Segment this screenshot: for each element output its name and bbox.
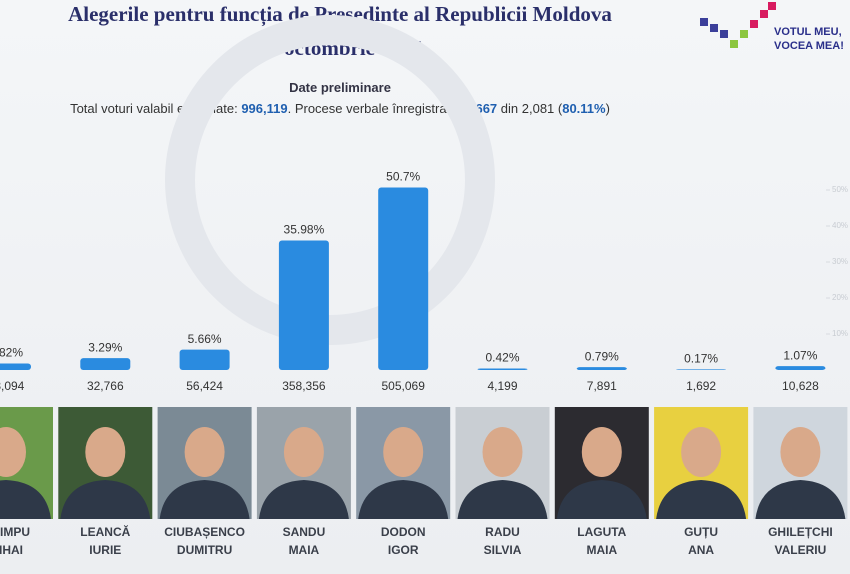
x-tick-label: LEANCĂ [80, 524, 130, 539]
photo-body [656, 480, 747, 519]
value-label: 3.29% [88, 340, 122, 354]
note: Date preliminare [289, 80, 391, 95]
photo-face [581, 427, 622, 477]
y-tick-label: 50% [832, 185, 848, 194]
x-tick-label: ANA [688, 543, 714, 557]
x-tick-label: IURIE [89, 543, 121, 557]
summary-text: din 2,081 ( [497, 101, 563, 116]
votes-label: 10,628 [782, 379, 819, 393]
x-tick-label: GHIMPU [0, 525, 30, 539]
photo-face [85, 427, 126, 477]
value-label: 0.42% [485, 351, 519, 365]
votes-label: 505,069 [382, 379, 426, 393]
x-tick-label: CIUBAȘENCO [164, 525, 245, 539]
x-tick-label: DUMITRU [177, 543, 232, 557]
bar [179, 349, 230, 370]
bar [676, 369, 727, 370]
votes-label: 32,766 [87, 379, 124, 393]
x-tick-label: LAGUTA [577, 525, 626, 539]
value-label: 35.98% [284, 223, 325, 237]
value-label: 1.82% [0, 346, 23, 360]
x-tick-label: RADU [485, 525, 520, 539]
x-tick-label: SILVIA [484, 543, 522, 557]
logo-text: VOCEA MEA! [774, 40, 844, 52]
photo-face [184, 427, 225, 477]
photo-face [383, 427, 424, 477]
x-tick-label: VALERIU [775, 543, 827, 557]
photo-body [159, 480, 250, 519]
bar [0, 363, 31, 370]
summary-number: 80.11% [562, 101, 606, 116]
summary-text: ) [605, 101, 610, 116]
x-tick-label: MIHAI [0, 543, 23, 557]
votes-label: 56,424 [186, 379, 223, 393]
bar [278, 240, 329, 370]
votes-label: 1,692 [686, 379, 716, 393]
summary-text: . Procese verbale înregistrate: [287, 101, 465, 116]
x-tick-label: MAIA [289, 543, 320, 557]
photo-face [780, 427, 821, 477]
photo-body [457, 480, 548, 519]
bar [477, 368, 528, 370]
x-tick-label: GHILEȚCHI [768, 525, 833, 539]
photo-face [0, 427, 26, 477]
photo-face [482, 427, 523, 477]
summary-number: 996,119 [241, 101, 288, 116]
x-tick-label: GUȚU [684, 525, 718, 539]
y-tick-label: 20% [832, 293, 848, 302]
bar [378, 187, 429, 370]
logo-icon [700, 2, 776, 48]
photo-face [681, 427, 722, 477]
bar [576, 367, 627, 370]
value-label: 5.66% [188, 332, 222, 346]
votes-label: 4,199 [487, 379, 517, 393]
x-tick-label: IGOR [388, 543, 419, 557]
bar [775, 366, 826, 370]
x-tick-label: SANDU [283, 525, 326, 539]
photo-body [258, 480, 349, 519]
votes-label: 358,356 [282, 379, 326, 393]
value-label: 0.17% [684, 352, 718, 366]
votes-label: 7,891 [587, 379, 617, 393]
y-tick-label: 10% [832, 329, 848, 338]
photo-body [0, 480, 51, 519]
photo-body [755, 480, 846, 519]
value-label: 0.79% [585, 349, 619, 363]
y-tick-label: 30% [832, 257, 848, 266]
photo-body [358, 480, 449, 519]
x-tick-label: MAIA [586, 543, 617, 557]
photo-body [556, 480, 647, 519]
photo-face [283, 427, 324, 477]
y-tick-label: 40% [832, 221, 848, 230]
value-label: 1.07% [783, 348, 817, 362]
emblem [165, 15, 495, 345]
x-tick-label: DODON [381, 525, 426, 539]
votes-label: 18,094 [0, 379, 25, 393]
photo-body [60, 480, 151, 519]
value-label: 50.7% [386, 170, 420, 184]
logo-text: VOTUL MEU, [774, 26, 842, 38]
bar [80, 358, 131, 370]
